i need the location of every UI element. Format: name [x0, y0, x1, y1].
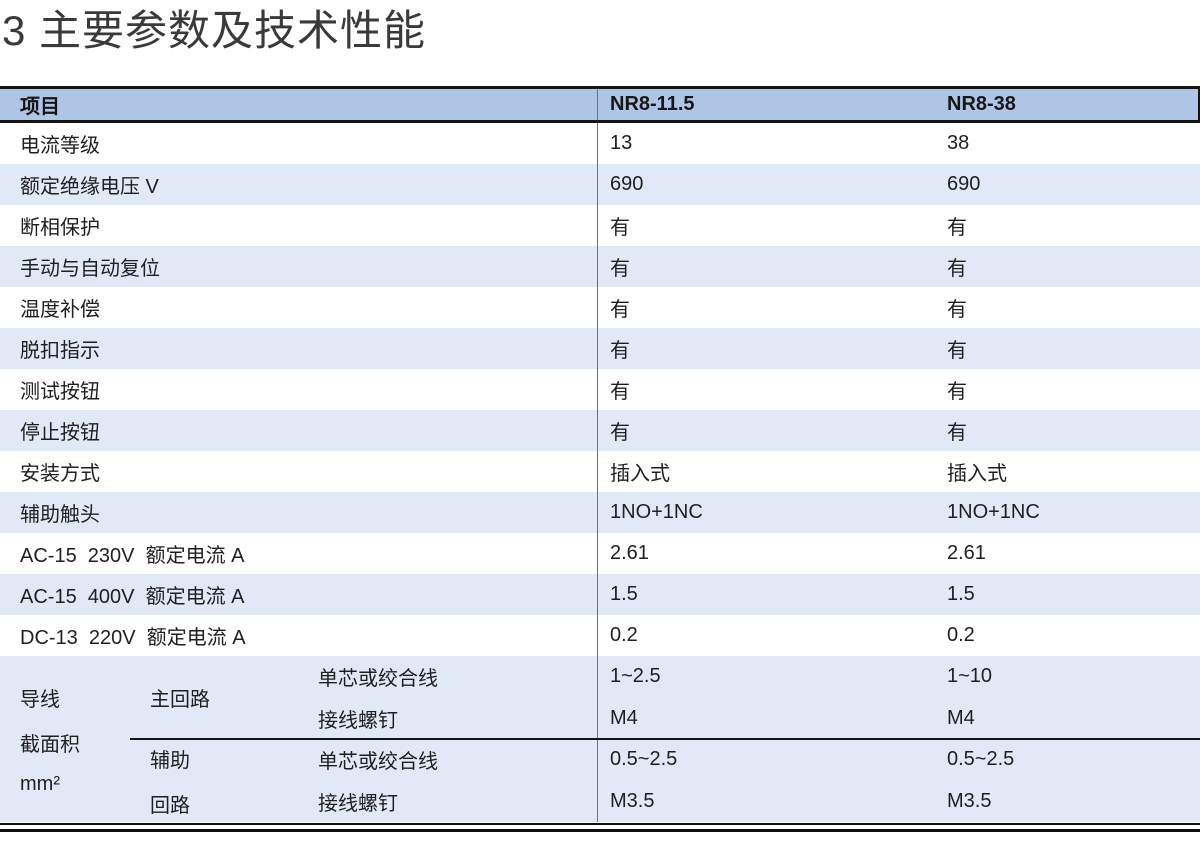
value-nr8-11-5: 有 — [597, 369, 937, 410]
value-nr8-11-5: 有 — [597, 246, 937, 287]
row-label: 停止按钮 — [20, 422, 100, 444]
value-nr8-11-5: 1NO+1NC — [597, 492, 937, 533]
value-nr8-11-5: 有 — [597, 328, 937, 369]
wire-group-label: 导线 截面积 mm² — [20, 656, 80, 822]
table-row: 手动与自动复位 有 有 — [0, 246, 1200, 287]
spec-table: 项目 NR8-11.5 NR8-38 电流等级 13 38 额定绝缘电压 V 6… — [0, 86, 1200, 832]
subsection-divider-line — [130, 738, 1200, 740]
value-nr8-38: 有 — [947, 217, 967, 239]
table-row: 安装方式 插入式 插入式 — [0, 451, 1200, 492]
page-title: 3 主要参数及技术性能 — [2, 7, 427, 54]
header-cell-nr8-38: NR8-38 — [947, 93, 1016, 115]
wire-group-label-line: 截面积 — [20, 733, 80, 756]
value-nr8-11-5: M4 — [597, 697, 937, 739]
value-nr8-11-5: 0.5~2.5 — [597, 739, 937, 781]
value-nr8-11-5: 有 — [597, 205, 937, 246]
value-nr8-11-5: 0.2 — [597, 615, 937, 656]
main-loop-name: 主回路 — [150, 656, 318, 739]
row-label: 额定绝缘电压 V — [20, 176, 159, 198]
value-nr8-11-5: M3.5 — [597, 780, 937, 822]
value-nr8-11-5: 插入式 — [597, 451, 937, 492]
value-nr8-38: 690 — [947, 173, 981, 195]
header-cell-item: 项目 — [20, 96, 60, 118]
value-nr8-38: 0.2 — [947, 624, 975, 646]
table-row: 电流等级 13 38 — [0, 123, 1200, 164]
aux-loop-name-line: 辅助 — [150, 749, 190, 772]
main-loop-subsection: 主回路 单芯或绞合线 1~2.5 1~10 接线螺钉 M4 M4 — [0, 656, 1200, 739]
value-nr8-38: 1.5 — [947, 583, 975, 605]
table-row: 测试按钮 有 有 — [0, 369, 1200, 410]
table-row: DC-13 220V 额定电流 A 0.2 0.2 — [0, 615, 1200, 656]
aux-loop-name-line: 回路 — [150, 794, 190, 817]
wire-sub-label: 接线螺钉 — [318, 792, 398, 815]
value-nr8-38: 有 — [947, 258, 967, 280]
main-loop-name-line: 主回路 — [150, 689, 210, 711]
value-nr8-38: M4 — [947, 706, 975, 729]
table-bottom-double-rule — [0, 823, 1200, 832]
wire-cross-section-block: 导线 截面积 mm² 主回路 单芯或绞合线 1~2.5 1~10 接线螺钉 M4… — [0, 656, 1200, 822]
row-label: 安装方式 — [20, 463, 100, 485]
table-row: AC-15 230V 额定电流 A 2.61 2.61 — [0, 533, 1200, 574]
wire-group-label-line: 导线 — [20, 688, 60, 711]
row-label: AC-15 400V 额定电流 A — [20, 586, 245, 608]
value-nr8-38: 有 — [947, 299, 967, 321]
table-header-row: 项目 NR8-11.5 NR8-38 — [0, 89, 1200, 123]
value-nr8-38: 有 — [947, 422, 967, 444]
table-row: 停止按钮 有 有 — [0, 410, 1200, 451]
wire-sub-label: 接线螺钉 — [318, 709, 398, 732]
row-label: 电流等级 — [20, 135, 100, 157]
table-row: 额定绝缘电压 V 690 690 — [0, 164, 1200, 205]
value-nr8-38: 插入式 — [947, 463, 1007, 485]
value-nr8-11-5: 有 — [597, 410, 937, 451]
value-nr8-11-5: 690 — [597, 164, 937, 205]
value-nr8-11-5: 1.5 — [597, 574, 937, 615]
header-cell-nr8-11-5: NR8-11.5 — [597, 89, 937, 120]
value-nr8-38: 2.61 — [947, 542, 986, 564]
row-label: 脱扣指示 — [20, 340, 100, 362]
value-nr8-38: 1~10 — [947, 665, 993, 688]
value-nr8-38: 有 — [947, 340, 967, 362]
table-row: 温度补偿 有 有 — [0, 287, 1200, 328]
wire-group-label-line: mm² — [20, 772, 60, 795]
row-label: 辅助触头 — [20, 504, 100, 526]
value-nr8-38: 1NO+1NC — [947, 501, 1040, 523]
wire-sub-label: 单芯或绞合线 — [318, 751, 438, 774]
table-row: AC-15 400V 额定电流 A 1.5 1.5 — [0, 574, 1200, 615]
value-nr8-38: 0.5~2.5 — [947, 748, 1015, 771]
value-nr8-11-5: 1~2.5 — [597, 656, 937, 698]
table-row: 辅助触头 1NO+1NC 1NO+1NC — [0, 492, 1200, 533]
table-body: 电流等级 13 38 额定绝缘电压 V 690 690 断相保护 有 有 手动与… — [0, 123, 1200, 656]
wire-sub-label: 单芯或绞合线 — [318, 668, 438, 691]
value-nr8-11-5: 2.61 — [597, 533, 937, 574]
row-label: AC-15 230V 额定电流 A — [20, 545, 245, 567]
row-label: 断相保护 — [20, 217, 100, 239]
table-row: 脱扣指示 有 有 — [0, 328, 1200, 369]
aux-loop-subsection: 辅助 回路 单芯或绞合线 0.5~2.5 0.5~2.5 接线螺钉 M3.5 M… — [0, 739, 1200, 822]
table-row: 断相保护 有 有 — [0, 205, 1200, 246]
row-label: DC-13 220V 额定电流 A — [20, 627, 246, 649]
row-label: 手动与自动复位 — [20, 258, 160, 280]
value-nr8-38: 38 — [947, 132, 970, 154]
row-label: 测试按钮 — [20, 381, 100, 403]
value-nr8-11-5: 有 — [597, 287, 937, 328]
aux-loop-name: 辅助 回路 — [150, 739, 318, 822]
value-nr8-11-5: 13 — [597, 123, 937, 164]
value-nr8-38: M3.5 — [947, 789, 992, 812]
row-label: 温度补偿 — [20, 299, 100, 321]
value-nr8-38: 有 — [947, 381, 967, 403]
